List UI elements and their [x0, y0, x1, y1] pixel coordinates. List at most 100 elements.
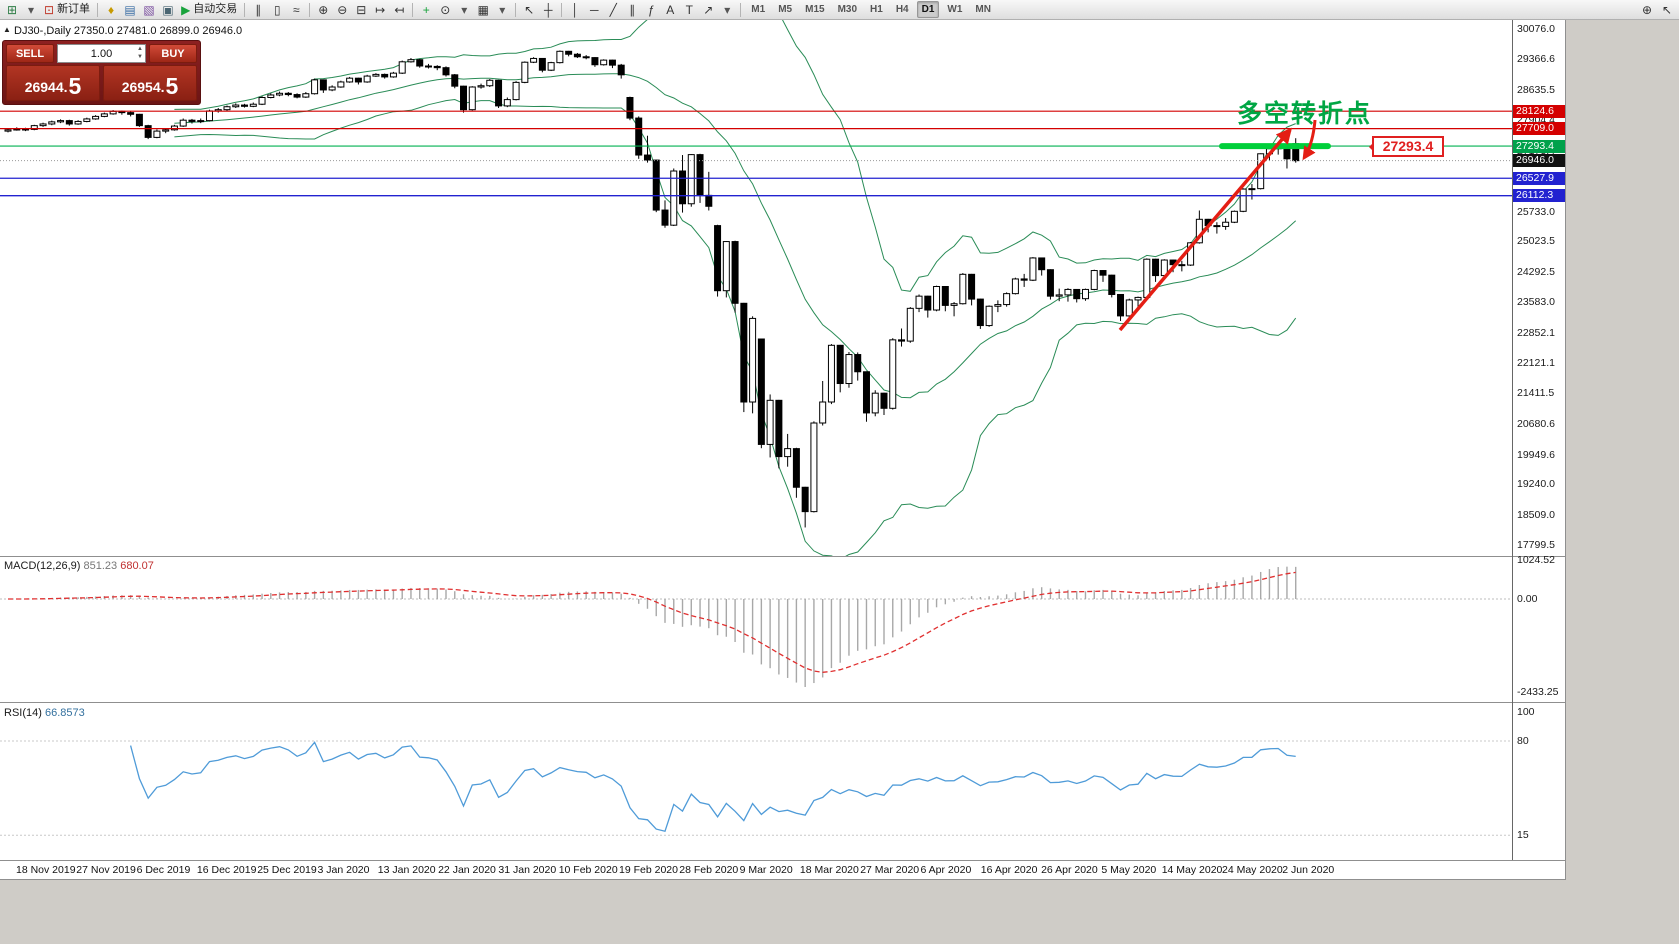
label-icon: T: [685, 2, 693, 17]
volume-up-icon[interactable]: ▲: [137, 46, 143, 52]
price-axis-label: 25023.5: [1517, 235, 1555, 248]
cursor-panel-button[interactable]: ↖: [1658, 1, 1676, 19]
timeframe-mn-button[interactable]: MN: [975, 4, 991, 15]
toolbar-separator: [309, 2, 311, 17]
periods-button[interactable]: ⊙: [436, 1, 454, 19]
crosshair-button[interactable]: ┼: [539, 1, 557, 19]
candle-chart-icon: ▯: [273, 2, 281, 17]
price-level-label: 27709.0: [1513, 122, 1565, 136]
sell-price-main: 26944.: [24, 79, 68, 95]
sell-button[interactable]: SELL: [6, 44, 54, 63]
turning-point-annotation[interactable]: 多空转折点: [1237, 100, 1373, 128]
horizontal-line-button[interactable]: ─: [585, 1, 603, 19]
date-axis-label: 2 Jun 2020: [1282, 864, 1335, 876]
rsi-axis-label: 15: [1517, 829, 1529, 842]
volume-spinner[interactable]: ▲ ▼: [137, 45, 143, 61]
fibonacci-icon: ƒ: [647, 2, 655, 17]
text-button[interactable]: A: [661, 1, 679, 19]
terminal-button[interactable]: ▣: [159, 1, 177, 19]
sell-price-pip: 5: [68, 73, 82, 99]
templates-icon: ▦: [477, 2, 489, 17]
date-axis-label: 25 Dec 2019: [257, 864, 317, 876]
templates-button[interactable]: ▦: [474, 1, 492, 19]
price-axis-label: 25733.0: [1517, 205, 1555, 218]
arrows-button[interactable]: ↗: [699, 1, 717, 19]
timeframe-m15-button[interactable]: M15: [805, 4, 825, 15]
date-axis-label: 16 Apr 2020: [980, 864, 1038, 876]
periods-icon: ▾: [461, 2, 468, 17]
new-order-button[interactable]: ⊡ 新订单: [41, 1, 93, 19]
cursor-icon: ↖: [524, 2, 535, 17]
fibonacci-button[interactable]: ƒ: [642, 1, 660, 19]
arrows-dropdown[interactable]: ▾: [718, 1, 736, 19]
timeframe-w1-button[interactable]: W1: [947, 4, 963, 15]
price-axis-label: 29366.6: [1517, 53, 1555, 65]
chart-canvas[interactable]: [0, 20, 1566, 880]
trendline-button[interactable]: ╱: [604, 1, 622, 19]
chart-list-dropdown[interactable]: ▾: [22, 1, 40, 19]
price-callout-label[interactable]: 27293.4: [1369, 136, 1444, 157]
zoom-out-button[interactable]: ⊖: [333, 1, 351, 19]
toolbar-separator: [412, 2, 414, 17]
price-level-label: 28124.6: [1513, 104, 1565, 118]
auto-scroll-button[interactable]: ↦: [371, 1, 389, 19]
candle-chart-button[interactable]: ▯: [268, 1, 286, 19]
trendline-icon: ╱: [609, 2, 617, 17]
macd-axis-label: 0.00: [1517, 593, 1538, 605]
date-axis-label: 24 May 2020: [1222, 864, 1283, 876]
line-chart-button[interactable]: ≈: [287, 1, 305, 19]
periods-dropdown[interactable]: ▾: [455, 1, 473, 19]
search-button[interactable]: ⊕: [1638, 1, 1656, 19]
buy-price-button[interactable]: 26954. 5: [103, 65, 197, 101]
price-axis-label: 18509.0: [1517, 509, 1555, 522]
date-axis-label: 31 Jan 2020: [498, 864, 557, 876]
templates-dropdown[interactable]: ▾: [493, 1, 511, 19]
price-axis-label: 23583.0: [1517, 295, 1555, 308]
new-chart-button[interactable]: ⊞: [3, 1, 21, 19]
timeframe-m1-button[interactable]: M1: [751, 4, 766, 15]
price-axis-label: 19240.0: [1517, 478, 1555, 491]
rsi-axis-label: 100: [1517, 706, 1535, 718]
date-axis-label: 13 Jan 2020: [377, 864, 436, 876]
indicators-button[interactable]: +: [417, 1, 435, 19]
bar-chart-icon: ∥: [255, 2, 262, 17]
vertical-line-button[interactable]: │: [566, 1, 584, 19]
market-watch-button[interactable]: ♦: [102, 1, 120, 19]
buy-button[interactable]: BUY: [149, 44, 197, 63]
sell-price-button[interactable]: 26944. 5: [6, 65, 100, 101]
templates-icon: ▾: [499, 2, 506, 17]
price-axis-label: 30076.0: [1517, 23, 1555, 36]
chart-ohlc-title: DJ30-,Daily 27350.0 27481.0 26899.0 2694…: [14, 25, 243, 37]
price-callout-text: 27293.4: [1382, 138, 1434, 154]
cursor-button[interactable]: ↖: [520, 1, 538, 19]
bar-chart-button[interactable]: ∥: [249, 1, 267, 19]
navigator-button[interactable]: ▧: [140, 1, 158, 19]
one-click-collapse-icon[interactable]: ▲: [3, 25, 11, 34]
macd-axis-label: 1024.52: [1517, 553, 1555, 566]
rsi-value: 66.8573: [44, 707, 85, 719]
timeframe-h1-button[interactable]: H1: [870, 4, 883, 15]
timeframe-m5-button[interactable]: M5: [778, 4, 793, 15]
channel-button[interactable]: ∥: [623, 1, 641, 19]
workspace: ▲ DJ30-,Daily 27350.0 27481.0 26899.0 26…: [0, 20, 1679, 944]
toolbar-separator: [244, 2, 246, 17]
data-window-button[interactable]: ▤: [121, 1, 139, 19]
chart-list-icon: ▾: [27, 2, 35, 17]
timeframe-m30-button[interactable]: M30: [837, 4, 858, 15]
new-order-icon: ⊡: [44, 2, 55, 17]
label-button[interactable]: T: [680, 1, 698, 19]
tile-windows-button[interactable]: ⊟: [352, 1, 370, 19]
volume-down-icon[interactable]: ▼: [137, 54, 143, 60]
chart-shift-button[interactable]: ↤: [390, 1, 408, 19]
timeframe-h4-button[interactable]: H4: [895, 4, 909, 15]
horizontal-line-icon: ─: [590, 2, 599, 17]
toolbar-separator: [561, 2, 563, 17]
zoom-in-button[interactable]: ⊕: [314, 1, 332, 19]
autotrade-button[interactable]: ▶ 自动交易: [178, 1, 240, 19]
date-axis-label: 27 Nov 2019: [76, 864, 136, 876]
price-level-label: 26112.3: [1513, 189, 1565, 203]
buy-price-main: 26954.: [121, 79, 165, 95]
timeframe-d1-button[interactable]: D1: [916, 1, 940, 18]
volume-input[interactable]: 1.00 ▲ ▼: [57, 44, 146, 63]
